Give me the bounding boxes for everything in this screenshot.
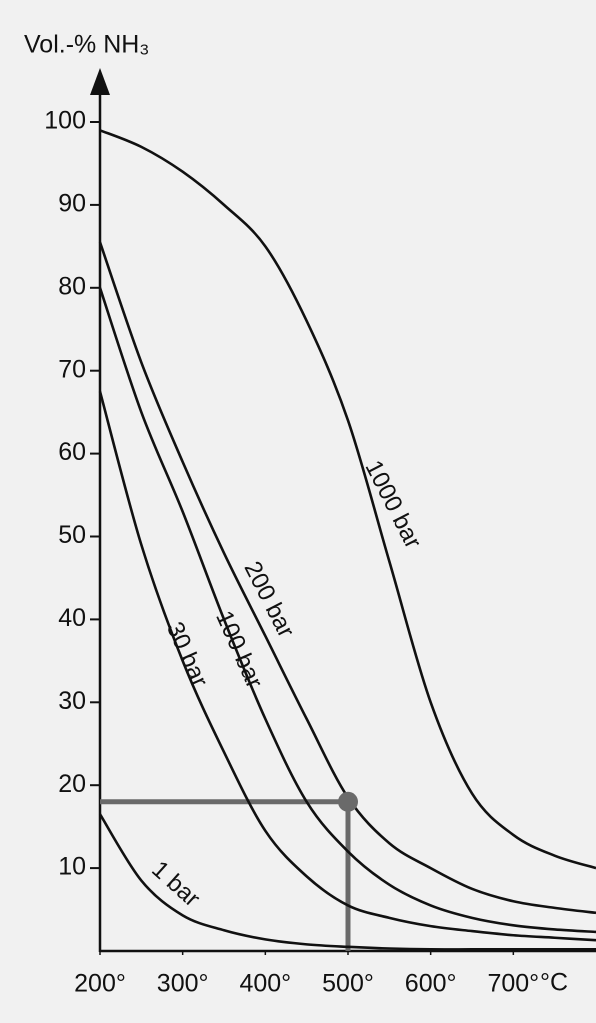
y-tick-label: 90 — [58, 190, 86, 218]
y-tick-label: 30 — [58, 687, 86, 715]
y-tick-label: 70 — [58, 355, 86, 383]
x-tick-label: 400° — [239, 970, 291, 998]
y-tick-label: 100 — [44, 107, 86, 135]
y-tick-label: 50 — [58, 521, 86, 549]
y-tick-label: 20 — [58, 770, 86, 798]
y-tick-label: 40 — [58, 604, 86, 632]
series-line — [99, 129, 596, 870]
series-line — [98, 241, 596, 915]
x-tick-label: 300° — [157, 970, 209, 998]
y-tick-label: 60 — [58, 438, 86, 466]
series-line — [98, 391, 596, 942]
x-tick-label: 500° — [322, 970, 374, 998]
y-tick-label: 80 — [58, 272, 86, 300]
x-tick-label: 600° — [405, 970, 457, 998]
y-axis-label: Vol.-% NH₃ — [24, 31, 150, 59]
x-axis-unit: °C — [540, 969, 568, 997]
series-line — [98, 287, 596, 934]
series-line — [98, 813, 596, 951]
y-axis-arrow — [90, 68, 110, 95]
y-tick-label: 10 — [58, 853, 86, 881]
highlight-point — [338, 791, 358, 812]
x-tick-label: 700° — [487, 970, 539, 998]
x-tick-label: 200° — [74, 970, 126, 998]
